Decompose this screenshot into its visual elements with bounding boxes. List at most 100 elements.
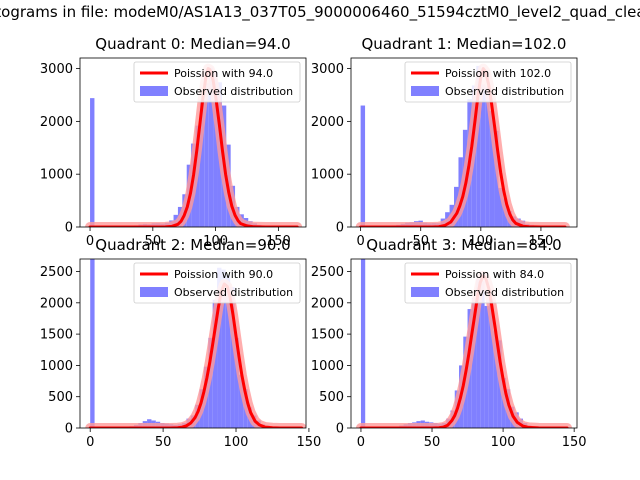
- legend-fit-label: Poission with 84.0: [445, 268, 544, 281]
- figure-title-text: Histograms in file: modeM0/AS1A13_037T05…: [0, 3, 640, 21]
- x-tick-label: 150: [266, 234, 291, 249]
- histogram-bar: [230, 287, 235, 428]
- y-tick-label: 500: [48, 390, 73, 405]
- histogram-bar: [238, 374, 244, 428]
- legend-hist-label: Observed distribution: [445, 85, 564, 98]
- histogram-bar: [484, 305, 489, 428]
- legend-hist-swatch: [140, 287, 168, 297]
- histogram-bar: [480, 280, 485, 428]
- histogram-bar: [199, 99, 205, 227]
- histogram-bar: [480, 84, 486, 227]
- y-tick-label: 1000: [40, 168, 73, 183]
- histogram-bar: [489, 110, 495, 227]
- histogram-bar: [221, 269, 226, 428]
- y-tick-label: 3000: [311, 62, 344, 77]
- y-tick-label: 2000: [311, 115, 344, 130]
- y-tick-label: 0: [336, 221, 344, 236]
- quadrant-1-panel: 0 50 100 150 0 1000 2000 3000 Poission with 102.…: [311, 35, 578, 249]
- histogram-bar: [234, 337, 239, 428]
- y-tick-label: 3000: [40, 62, 73, 77]
- quadrant-2-plot-area: [85, 259, 306, 428]
- legend: Poission with 84.0 Observed distribution: [404, 262, 572, 304]
- x-tick-label: 100: [224, 435, 249, 450]
- quadrant-title: Quadrant 0: Median=94.0: [95, 35, 290, 53]
- y-tick-label: 2000: [40, 115, 73, 130]
- histogram-bar: [471, 297, 477, 428]
- histogram-bar: [360, 259, 366, 428]
- histogram-bar: [213, 72, 218, 227]
- y-tick-label: 2000: [311, 296, 344, 311]
- legend: Poission with 94.0 Observed distribution: [133, 61, 301, 103]
- axes-frame: [79, 258, 307, 429]
- x-tick-label: 100: [203, 234, 228, 249]
- legend-hist-swatch: [140, 86, 168, 96]
- legend-hist-label: Observed distribution: [174, 85, 293, 98]
- x-tick-label: 50: [412, 234, 429, 249]
- legend-fit-label: Poission with 94.0: [174, 67, 273, 80]
- histogram-bar: [488, 299, 494, 428]
- y-tick-label: 0: [65, 221, 73, 236]
- y-tick-label: 2500: [311, 265, 344, 280]
- x-tick-label: 150: [529, 234, 554, 249]
- y-tick-label: 2000: [40, 296, 73, 311]
- histogram-bar: [476, 65, 481, 227]
- x-tick-label: 50: [155, 435, 172, 450]
- x-tick-label: 150: [297, 435, 322, 450]
- legend-fit-label: Poission with 102.0: [445, 67, 551, 80]
- histogram-bar: [208, 67, 214, 227]
- legend-box: [133, 262, 301, 304]
- x-tick-label: 0: [86, 435, 94, 450]
- axes-frame: [350, 258, 578, 429]
- y-tick-label: 1500: [311, 328, 344, 343]
- histogram-bar: [90, 259, 95, 428]
- y-tick-label: 1000: [40, 359, 73, 374]
- legend-box: [404, 61, 572, 103]
- x-tick-label: 150: [562, 435, 587, 450]
- x-tick-label: 0: [86, 234, 94, 249]
- legend-box: [404, 262, 572, 304]
- y-tick-label: 0: [65, 422, 73, 437]
- y-tick-label: 0: [336, 422, 344, 437]
- fit-curve-halo: [85, 279, 306, 428]
- histogram-bar: [204, 83, 209, 227]
- x-tick-label: 50: [424, 435, 441, 450]
- legend-hist-label: Observed distribution: [174, 286, 293, 299]
- legend: Poission with 102.0 Observed distribution: [404, 61, 572, 103]
- quadrant-title: Quadrant 1: Median=102.0: [362, 35, 567, 53]
- figure-title: Histograms in file: modeM0/AS1A13_037T05…: [0, 0, 640, 26]
- y-tick-label: 1000: [311, 359, 344, 374]
- histogram-bar: [476, 279, 481, 428]
- legend-hist-label: Observed distribution: [445, 286, 564, 299]
- legend-hist-swatch: [411, 86, 439, 96]
- histogram-bar: [498, 187, 503, 227]
- histogram-bar: [485, 86, 490, 227]
- histogram-bar: [225, 275, 231, 428]
- histogram-bar: [494, 130, 499, 227]
- quadrant-0-panel: 0 50 100 150 0 1000 2000 3000 Poission with 94.0…: [40, 35, 307, 249]
- legend-fit-label: Poission with 90.0: [174, 268, 273, 281]
- histogram-bar: [360, 105, 366, 227]
- histogram-bar: [493, 330, 498, 428]
- x-tick-label: 100: [491, 435, 516, 450]
- quadrant-title: Quadrant 3: Median=84.0: [366, 236, 561, 254]
- x-tick-label: 100: [468, 234, 493, 249]
- y-tick-label: 1500: [40, 328, 73, 343]
- x-tick-label: 0: [356, 234, 364, 249]
- axes-frame: [350, 57, 578, 228]
- histogram-bar: [217, 267, 222, 428]
- legend-box: [133, 61, 301, 103]
- x-tick-label: 50: [145, 234, 162, 249]
- y-tick-label: 2500: [40, 265, 73, 280]
- quadrant-title: Quadrant 2: Median=90.0: [95, 236, 290, 254]
- axes-frame: [79, 57, 307, 228]
- legend: Poission with 90.0 Observed distribution: [133, 262, 301, 304]
- x-tick-label: 0: [357, 435, 365, 450]
- y-tick-label: 500: [319, 390, 344, 405]
- legend-hist-swatch: [411, 287, 439, 297]
- histogram-bar: [212, 299, 218, 428]
- y-tick-label: 1000: [311, 168, 344, 183]
- histogram-bar: [90, 98, 95, 227]
